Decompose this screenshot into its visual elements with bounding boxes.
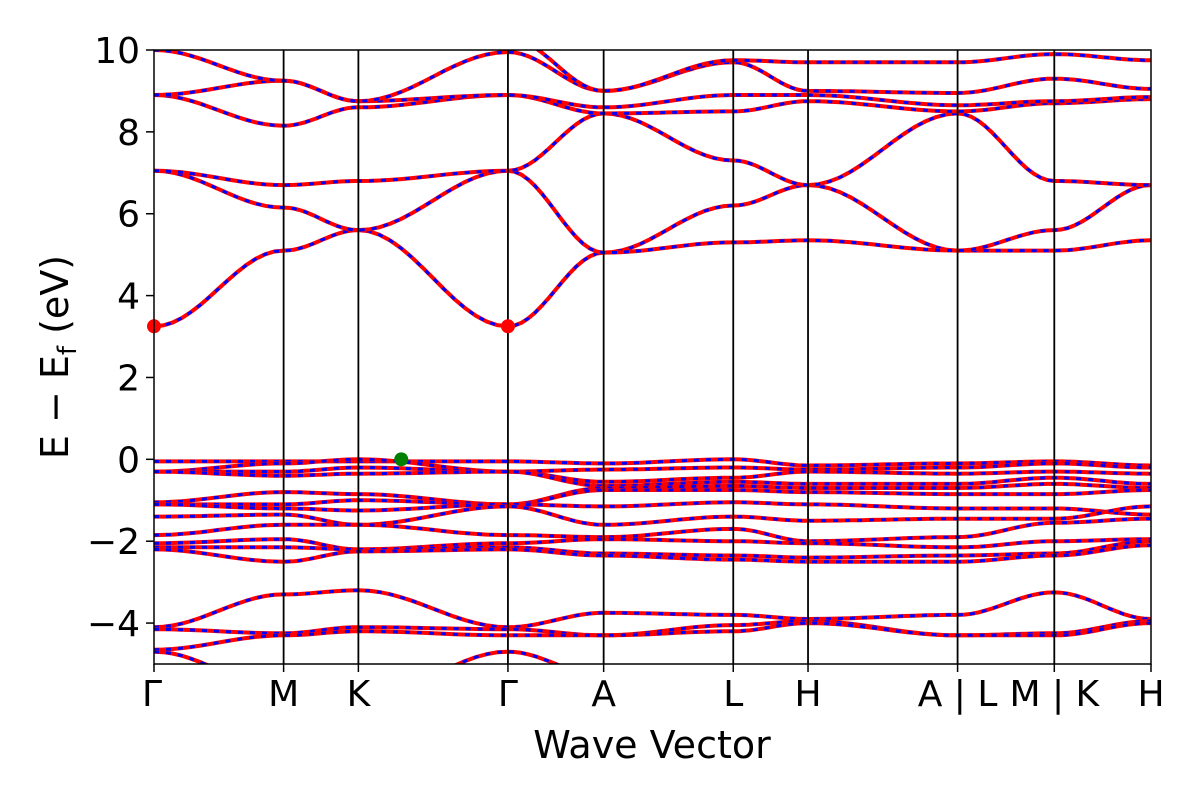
x-tick-label: K [347,674,372,715]
y-tick-label: −4 [87,604,140,645]
extremum-markers [147,319,515,467]
band-extremum-marker [394,452,409,467]
band-line-spin-up [154,183,1151,329]
y-tick-label: 6 [117,195,140,236]
band-line-spin-down [154,621,1151,652]
x-tick-label: A [591,674,616,715]
x-axis-ticks: Γ M K Γ A L H A | L M | K H [142,664,1165,715]
bands-layer [154,50,1151,664]
y-tick-label: 10 [94,31,140,72]
band-line-spin-down [154,517,1151,543]
band-line-spin-down [154,537,1151,551]
y-tick-label: −2 [87,522,140,563]
y-axis-title-subscript: f [53,345,83,355]
x-tick-label: L [723,674,743,715]
band-line-spin-down [154,650,560,664]
x-tick-label: H [794,674,821,715]
x-tick-label: A | L [918,674,998,715]
plot-frame [153,49,1152,665]
band-line-spin-up [154,649,562,664]
y-tick-label: 4 [117,277,140,318]
x-tick-label: Γ [142,674,162,715]
band-line-spin-down [154,111,1151,187]
band-line-spin-down [154,183,1151,328]
band-line-spin-down [154,500,1151,517]
band-line-spin-down [154,93,1151,128]
band-line-spin-down [154,588,1151,629]
band-line-spin-down [154,482,1151,506]
y-tick-label: 0 [117,440,140,481]
x-axis-title: Wave Vector [533,723,771,767]
band-line-spin-up [535,50,1151,93]
band-line-spin-down [154,457,1151,468]
band-extremum-marker [500,319,515,334]
band-line-spin-up [154,621,1151,652]
y-axis-title-unit: (eV) [33,255,77,346]
x-tick-label: M [268,674,299,715]
band-line-spin-down [154,504,1151,527]
band-line-spin-down [154,543,1151,564]
y-axis-title: E − Ef (eV) [33,255,83,459]
band-line-spin-up [154,588,1151,630]
y-axis-ticks: 10 8 6 4 2 0 −2 −4 [87,31,154,645]
x-tick-label: Γ [498,674,518,715]
band-line-spin-down [154,539,1151,560]
y-axis-title-main: E − E [33,355,77,459]
band-line-spin-down [154,488,1151,506]
y-tick-label: 8 [117,113,140,154]
kpoint-lines [282,50,1056,664]
band-line-spin-down [154,470,1151,488]
x-tick-label: H [1137,674,1164,715]
y-tick-label: 2 [117,358,140,399]
band-line-spin-down [154,457,1151,474]
band-line-spin-down [154,465,1151,484]
x-tick-label: M | K [1009,674,1100,715]
band-line-spin-down [154,169,1151,255]
band-line-spin-up [154,92,1151,128]
